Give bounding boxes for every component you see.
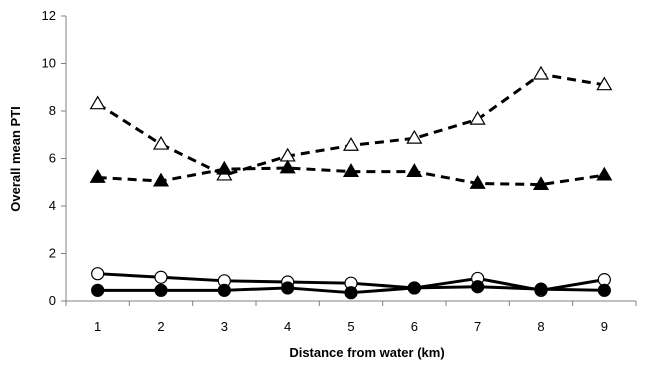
x-tick-label: 4 (284, 319, 291, 334)
y-tick-label: 0 (49, 293, 56, 308)
x-tick-label: 9 (601, 319, 608, 334)
series-2 (89, 159, 613, 191)
data-point (152, 135, 170, 150)
y-tick-label: 6 (49, 151, 56, 166)
data-point (596, 166, 613, 181)
data-point (344, 286, 358, 300)
series-4 (91, 280, 611, 300)
x-tick-label: 6 (411, 319, 418, 334)
data-point (406, 163, 423, 177)
data-point (154, 270, 168, 284)
data-point (342, 137, 360, 151)
x-tick-label: 8 (537, 319, 544, 334)
series-1 (89, 65, 613, 181)
data-point (534, 282, 548, 296)
data-point (596, 76, 613, 91)
series-line (96, 72, 605, 177)
data-point (279, 159, 296, 174)
data-point (154, 283, 168, 297)
data-point (532, 65, 550, 80)
data-point (469, 175, 486, 189)
x-tick-label: 2 (157, 319, 164, 334)
series-line (97, 166, 605, 187)
y-tick-label: 10 (42, 56, 56, 71)
series-layer (89, 65, 613, 300)
data-point (469, 110, 486, 125)
data-point (216, 160, 233, 175)
data-point (532, 176, 550, 191)
x-tick-label: 7 (474, 319, 481, 334)
y-tick-label: 12 (42, 8, 56, 23)
x-tick-label: 1 (94, 319, 101, 334)
data-point (407, 281, 421, 295)
x-tick-label: 3 (221, 319, 228, 334)
data-point (281, 281, 295, 295)
data-point (89, 169, 106, 183)
data-point (152, 172, 170, 187)
x-tick-label: 5 (347, 319, 354, 334)
y-tick-label: 4 (49, 198, 56, 213)
data-point (597, 283, 611, 297)
data-point (89, 95, 106, 110)
data-point (217, 283, 231, 297)
y-tick-label: 8 (49, 103, 56, 118)
x-axis-label: Distance from water (km) (289, 345, 444, 360)
data-point (91, 267, 105, 281)
data-point (406, 129, 423, 144)
y-axis-label: Overall mean PTI (8, 106, 23, 212)
data-point (471, 280, 485, 294)
data-point (91, 283, 105, 297)
data-point (342, 163, 360, 177)
y-tick-label: 2 (49, 246, 56, 261)
